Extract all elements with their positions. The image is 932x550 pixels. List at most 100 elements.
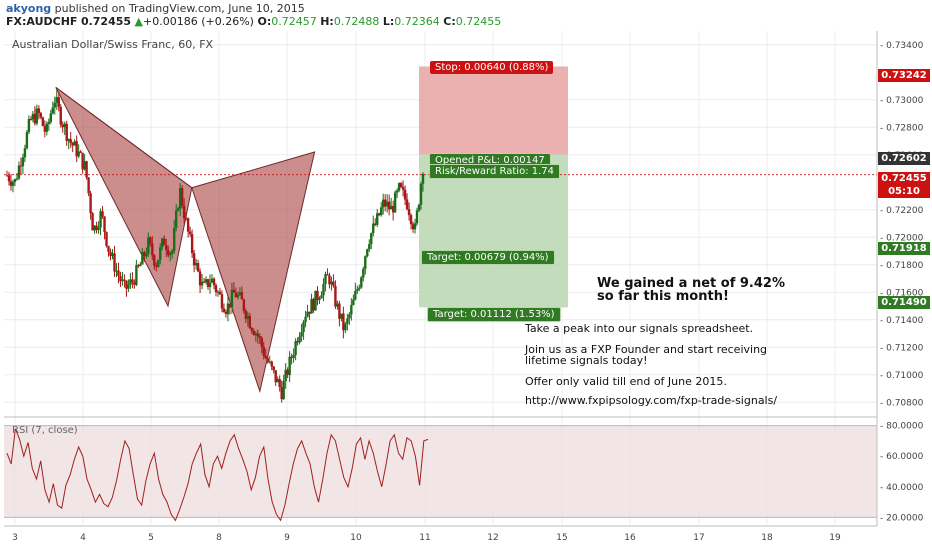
candle-body xyxy=(258,336,261,338)
candle-body xyxy=(133,282,136,285)
y-tick-label: - 0.71400 xyxy=(880,316,924,326)
candle-body xyxy=(330,281,333,285)
candle-body xyxy=(407,209,411,216)
symbol-header: FX:AUDCHF 0.72455 ▲+0.00186 (+0.26%) O:0… xyxy=(6,15,501,28)
x-tick-label: 4 xyxy=(80,533,86,543)
candle-body xyxy=(188,231,192,235)
candle-body xyxy=(23,148,27,158)
candle-body xyxy=(276,379,279,383)
x-tick-label: 17 xyxy=(693,533,704,543)
annotation-line-2b: lifetime signals today! xyxy=(525,354,648,367)
target2-tag[interactable]: Target: 0.01112 (1.53%) xyxy=(427,307,561,322)
y-tick-label: - 0.73000 xyxy=(880,96,924,106)
candle-body xyxy=(145,253,148,257)
candle-body xyxy=(49,113,52,123)
candle-body xyxy=(368,244,371,250)
low-value: 0.72364 xyxy=(394,15,440,28)
candle-body xyxy=(172,227,176,251)
candle-body xyxy=(415,210,419,224)
candle-body xyxy=(411,224,415,230)
candle-body xyxy=(395,190,399,193)
candle-body xyxy=(27,119,31,133)
candle-body xyxy=(45,123,49,132)
candle-body xyxy=(169,253,172,256)
candle-body xyxy=(242,299,246,311)
target1-tag[interactable]: Target: 0.00679 (0.94%) xyxy=(421,250,555,265)
candle-body xyxy=(362,268,365,278)
candle-body xyxy=(206,279,210,287)
candle-body xyxy=(256,333,259,337)
candle-body xyxy=(161,238,164,248)
countdown-box: 05:10 xyxy=(878,185,930,198)
candle-body xyxy=(378,213,381,216)
candle-body xyxy=(71,142,74,146)
risk-reward-tag[interactable]: Risk/Reward Ratio: 1.74 xyxy=(429,164,561,179)
candle-body xyxy=(93,225,96,231)
candle-body xyxy=(244,310,248,319)
candle-body xyxy=(417,204,421,211)
candle-body xyxy=(101,211,104,217)
candle-body xyxy=(274,370,277,383)
candle-body xyxy=(55,97,58,103)
candle-body xyxy=(157,259,160,268)
annotation-line-2a: Join us as a FXP Founder and start recei… xyxy=(525,343,768,356)
candle-body xyxy=(180,187,184,206)
candle-body xyxy=(119,275,122,282)
candle-body xyxy=(63,123,66,128)
candle-body xyxy=(246,315,250,319)
candle-body xyxy=(298,336,301,343)
stop-tag[interactable]: Stop: 0.00640 (0.88%) xyxy=(430,61,554,74)
candle-body xyxy=(334,285,337,307)
rsi-line xyxy=(6,428,429,522)
candle-body xyxy=(69,139,72,143)
candle-body xyxy=(222,308,226,313)
candle-body xyxy=(405,199,409,210)
candle-body xyxy=(260,337,263,347)
candle-body xyxy=(163,238,166,246)
candle-body xyxy=(143,252,146,257)
candle-body xyxy=(117,270,120,276)
candle-body xyxy=(41,117,45,126)
candle-body xyxy=(153,255,156,266)
candle-body xyxy=(282,381,285,400)
candle-body xyxy=(387,201,391,210)
high-label: H: xyxy=(320,15,334,28)
x-tick-label: 3 xyxy=(12,533,18,543)
candle-body xyxy=(115,270,118,272)
low-label: L: xyxy=(382,15,395,28)
candle-body xyxy=(139,264,142,267)
x-tick-label: 16 xyxy=(624,533,636,543)
candle-body xyxy=(316,290,319,301)
candle-body xyxy=(149,237,152,244)
candle-body xyxy=(155,265,158,268)
candle-body xyxy=(212,278,216,286)
candle-body xyxy=(358,287,361,290)
candle-body xyxy=(31,113,35,120)
candle-body xyxy=(171,250,174,254)
candle-body xyxy=(131,279,134,283)
candle-body xyxy=(33,113,37,124)
author-link[interactable]: akyong xyxy=(6,2,52,15)
candle-body xyxy=(356,289,359,291)
symbol-name[interactable]: FX:AUDCHF xyxy=(6,15,78,28)
candle-body xyxy=(262,346,265,356)
annotation-url[interactable]: http://www.fxpipsology.com/fxp-trade-sig… xyxy=(525,394,778,407)
y-tick-label: - 0.70800 xyxy=(880,398,924,408)
candle-body xyxy=(264,355,267,359)
candle-body xyxy=(81,152,84,170)
candle-body xyxy=(380,207,383,216)
close-value: 0.72455 xyxy=(455,15,502,28)
candle-body xyxy=(103,216,106,233)
candle-body xyxy=(210,278,214,283)
candle-body xyxy=(91,213,94,231)
candle-body xyxy=(216,291,220,293)
candle-body xyxy=(294,341,297,355)
candle-body xyxy=(29,119,33,121)
y-tick-label: - 0.71800 xyxy=(880,261,924,271)
x-tick-label: 18 xyxy=(761,533,773,543)
candle-body xyxy=(127,284,130,289)
candle-body xyxy=(286,369,289,375)
candle-body xyxy=(318,298,321,301)
candle-body xyxy=(234,292,238,298)
